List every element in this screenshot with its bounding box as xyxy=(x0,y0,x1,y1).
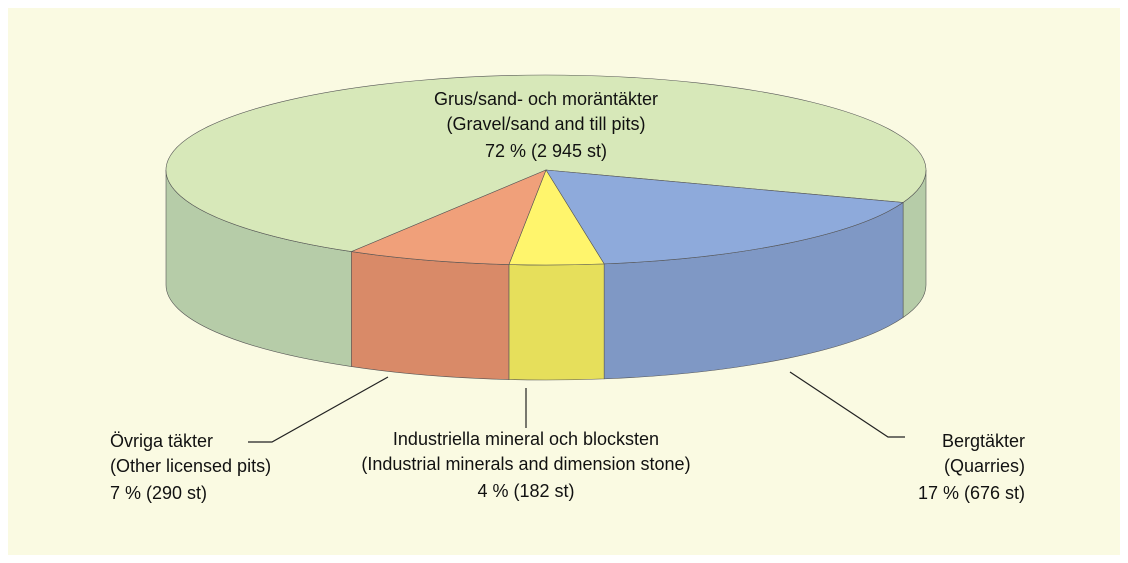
leader-line xyxy=(248,376,389,443)
slice-side xyxy=(508,263,605,381)
slice xyxy=(545,169,904,265)
value-label: 4 % (182 st) xyxy=(477,481,574,501)
value-label: 7 % (290 st) xyxy=(110,483,207,503)
slice-label: Övriga täkter xyxy=(110,431,213,451)
slice-label: Bergtäkter xyxy=(942,431,1025,451)
slice xyxy=(350,169,547,265)
slice xyxy=(165,74,927,252)
value-label: 17 % (676 st) xyxy=(918,483,1025,503)
slice-label: Grus/sand- och moräntäkter xyxy=(434,89,658,109)
slice-label-en: (Gravel/sand and till pits) xyxy=(446,114,645,134)
slice-label-en: (Industrial minerals and dimension stone… xyxy=(361,454,690,474)
leader-line xyxy=(789,371,905,438)
slice-label: Industriella mineral och blocksten xyxy=(393,429,659,449)
value-label: 72 % (2 945 st) xyxy=(485,141,607,161)
slice-label-en: (Other licensed pits) xyxy=(110,456,271,476)
slice-side xyxy=(351,251,510,380)
slice-label-en: (Quarries) xyxy=(944,456,1025,476)
